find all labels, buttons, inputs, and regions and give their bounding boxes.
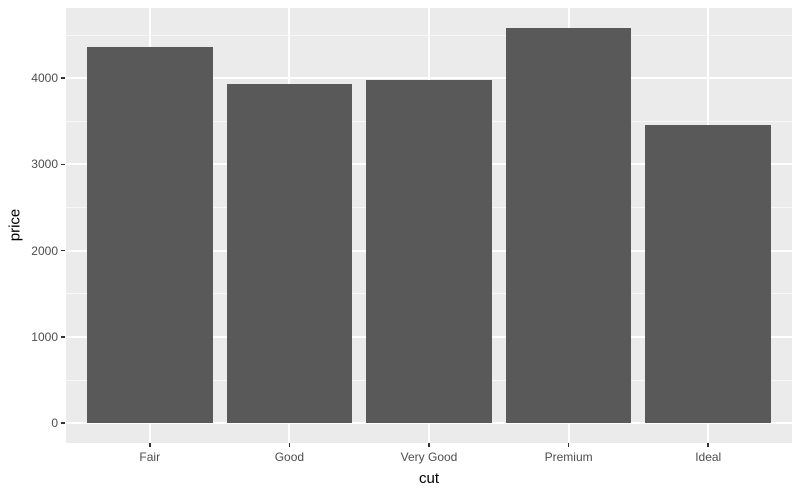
y-tick-mark-2000 — [61, 249, 65, 252]
bar-very-good — [366, 79, 492, 424]
x-tick-label-very-good: Very Good — [400, 450, 458, 464]
x-tick-label-ideal: Ideal — [695, 450, 722, 464]
x-tick-mark-ideal — [707, 443, 709, 447]
y-tick-mark-3000 — [61, 163, 65, 166]
x-tick-mark-premium — [567, 443, 570, 447]
y-tick-label-4000: 4000 — [31, 71, 58, 86]
x-tick-label-premium: Premium — [544, 450, 593, 464]
bar-good — [226, 84, 353, 424]
y-tick-label-2000: 2000 — [31, 243, 58, 258]
y-tick-label-1000: 1000 — [31, 329, 58, 344]
y-tick-label-3000: 3000 — [31, 157, 58, 172]
chart-panel — [66, 8, 792, 443]
x-tick-mark-good — [288, 443, 291, 447]
y-tick-label-0: 0 — [51, 416, 58, 431]
y-tick-mark-4000 — [61, 77, 65, 79]
bar-ideal — [645, 124, 772, 424]
bar-premium — [505, 27, 632, 424]
y-tick-mark-1000 — [61, 336, 65, 338]
x-tick-label-fair: Fair — [139, 450, 161, 464]
bar-fair — [86, 47, 213, 424]
x-tick-mark-fair — [149, 443, 151, 447]
x-tick-label-good: Good — [274, 450, 305, 464]
y-tick-mark-0 — [61, 422, 65, 424]
y-axis-title: price — [6, 208, 24, 242]
x-tick-mark-very-good — [428, 443, 430, 447]
x-axis-title: cut — [418, 470, 439, 487]
